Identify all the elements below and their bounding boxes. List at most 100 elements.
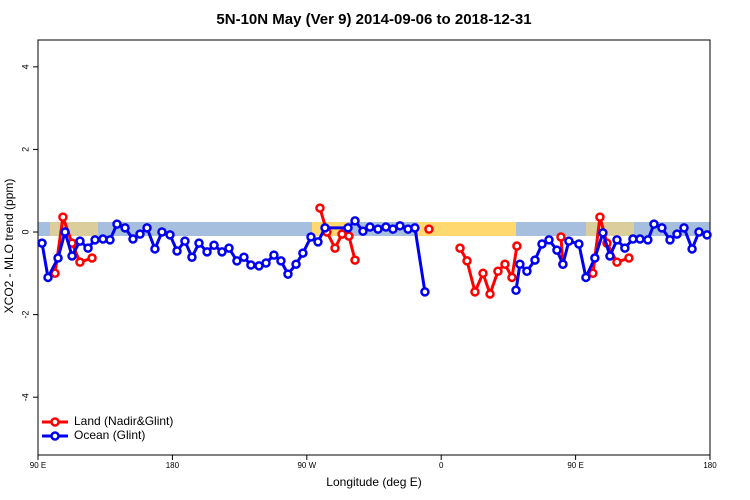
data-point bbox=[261, 258, 271, 268]
x-tick-label: 180 bbox=[166, 461, 180, 470]
y-axis-label: XCO2 - MLO trend (ppm) bbox=[2, 179, 16, 314]
data-point bbox=[500, 259, 510, 269]
y-tick-label: -2 bbox=[20, 311, 30, 319]
data-point bbox=[395, 221, 405, 231]
legend-label: Ocean (Glint) bbox=[74, 428, 145, 442]
data-point bbox=[135, 229, 145, 239]
data-point bbox=[624, 253, 634, 263]
y-tick-label: 4 bbox=[20, 64, 30, 69]
data-point bbox=[522, 266, 532, 276]
x-tick-label: 90 W bbox=[297, 461, 316, 470]
data-point bbox=[556, 232, 566, 242]
data-point bbox=[350, 255, 360, 265]
data-point bbox=[165, 230, 175, 240]
data-point bbox=[43, 272, 53, 283]
data-point bbox=[388, 224, 398, 234]
data-point bbox=[344, 231, 354, 241]
data-point bbox=[365, 222, 375, 232]
data-point bbox=[373, 224, 383, 234]
y-tick-label: 0 bbox=[20, 230, 30, 235]
data-point bbox=[687, 244, 697, 254]
data-point bbox=[187, 252, 197, 262]
legend-marker bbox=[50, 417, 60, 427]
data-point bbox=[315, 203, 325, 213]
data-point bbox=[306, 232, 316, 242]
data-point bbox=[590, 253, 600, 263]
x-tick-label: 0 bbox=[439, 461, 444, 470]
data-point bbox=[694, 227, 704, 237]
data-point bbox=[142, 223, 152, 233]
plot-frame bbox=[37, 39, 711, 456]
data-point bbox=[224, 243, 234, 253]
data-point bbox=[75, 236, 85, 246]
data-point bbox=[564, 236, 574, 246]
data-point bbox=[53, 253, 63, 263]
x-tick-label: 90 E bbox=[567, 461, 583, 470]
data-point bbox=[595, 212, 605, 222]
data-point bbox=[507, 272, 517, 283]
data-point bbox=[657, 223, 667, 233]
land-strip bbox=[586, 222, 634, 236]
data-point bbox=[90, 235, 100, 245]
data-point bbox=[157, 227, 167, 237]
series-line bbox=[53, 207, 630, 299]
legend-label: Land (Nadir&Glint) bbox=[74, 414, 173, 428]
data-point bbox=[112, 219, 122, 229]
x-tick-label: 90 E bbox=[30, 461, 46, 470]
data-point bbox=[462, 256, 472, 266]
data-point bbox=[530, 255, 540, 265]
data-point bbox=[420, 287, 430, 297]
data-point bbox=[330, 243, 340, 253]
data-point bbox=[612, 257, 622, 267]
data-point bbox=[217, 247, 227, 257]
data-point bbox=[202, 247, 212, 257]
data-point bbox=[283, 269, 293, 279]
data-point bbox=[350, 216, 360, 226]
data-point bbox=[172, 246, 182, 256]
data-point bbox=[511, 285, 521, 295]
data-point bbox=[679, 223, 689, 233]
data-point bbox=[612, 235, 622, 245]
data-point bbox=[598, 228, 608, 238]
data-point bbox=[298, 248, 308, 258]
legend-marker bbox=[50, 431, 60, 441]
data-point bbox=[643, 235, 653, 245]
data-point bbox=[194, 238, 204, 248]
data-point bbox=[239, 252, 249, 262]
data-point bbox=[485, 289, 495, 299]
data-point bbox=[512, 241, 522, 251]
data-point bbox=[470, 287, 480, 297]
data-point bbox=[83, 243, 93, 253]
x-tick-label: 180 bbox=[703, 461, 717, 470]
data-point bbox=[672, 229, 682, 239]
data-point bbox=[276, 256, 286, 266]
data-point bbox=[87, 253, 97, 263]
data-point bbox=[424, 224, 434, 234]
data-point bbox=[232, 256, 242, 266]
data-point bbox=[537, 239, 547, 249]
x-axis-label: Longitude (deg E) bbox=[326, 475, 421, 489]
data-point bbox=[478, 268, 488, 279]
data-point bbox=[37, 238, 47, 248]
data-point bbox=[552, 245, 562, 255]
data-point bbox=[60, 227, 70, 237]
data-point bbox=[150, 244, 160, 254]
data-point bbox=[493, 266, 503, 276]
data-point bbox=[246, 260, 256, 270]
land-strip bbox=[418, 222, 516, 236]
data-point bbox=[269, 250, 279, 260]
data-point bbox=[581, 272, 591, 283]
data-point bbox=[605, 251, 615, 261]
data-point bbox=[558, 259, 568, 269]
data-point bbox=[410, 223, 420, 233]
data-point bbox=[544, 235, 554, 245]
data-point bbox=[635, 234, 645, 244]
data-point bbox=[128, 234, 138, 244]
data-point bbox=[574, 239, 584, 249]
data-point bbox=[180, 236, 190, 246]
y-tick-label: -4 bbox=[20, 393, 30, 401]
data-point bbox=[455, 243, 465, 253]
land-strip bbox=[50, 222, 98, 236]
data-point bbox=[665, 235, 675, 245]
data-point bbox=[358, 226, 368, 236]
